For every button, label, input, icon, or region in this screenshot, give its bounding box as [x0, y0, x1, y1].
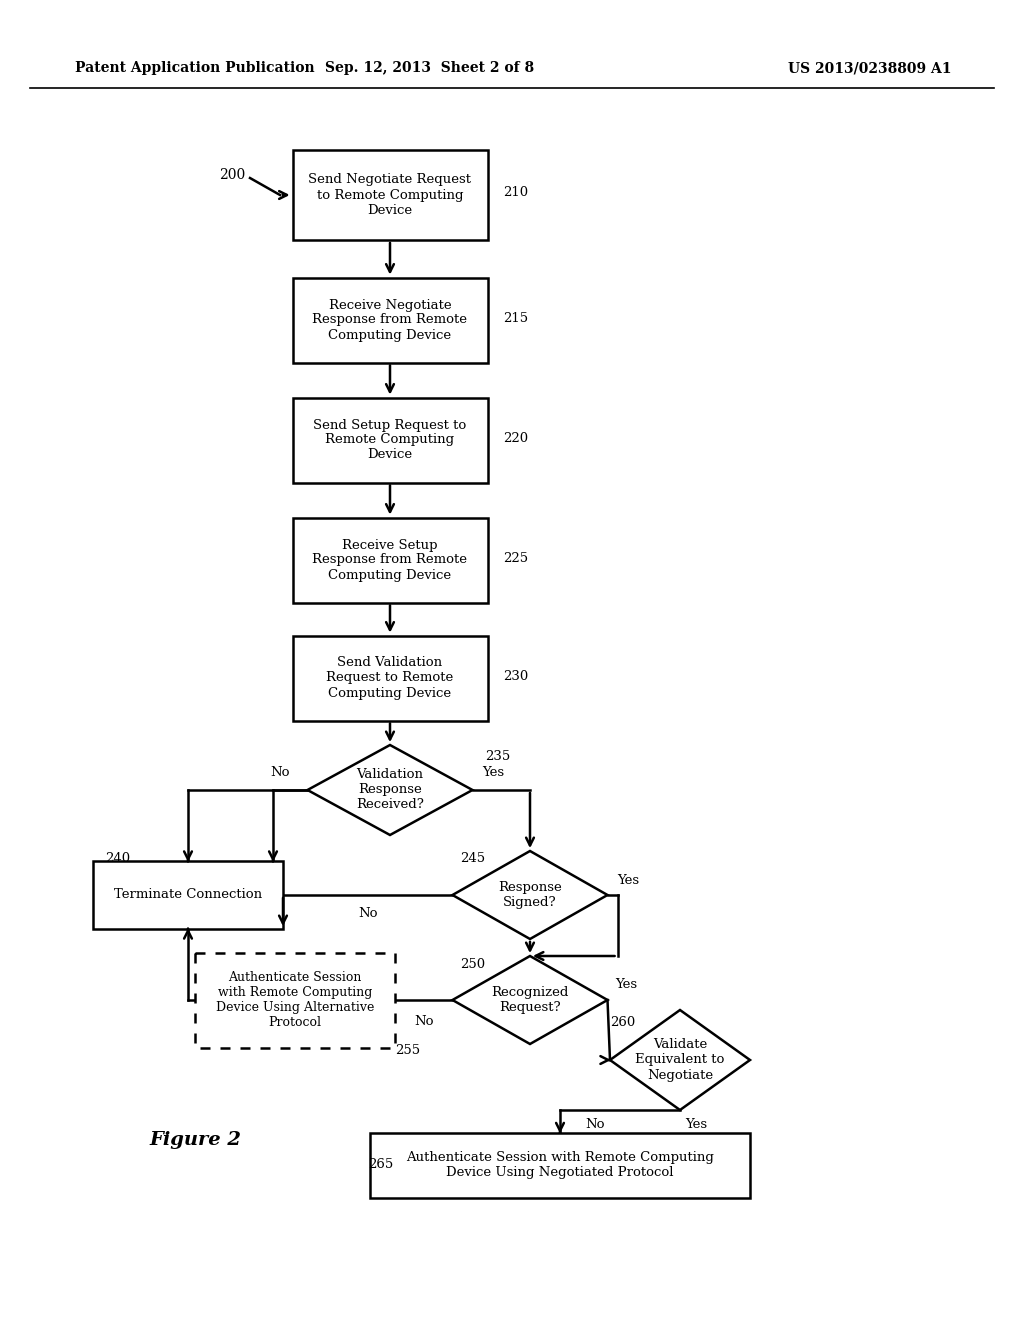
Text: Figure 2: Figure 2: [150, 1131, 241, 1148]
Text: Patent Application Publication: Patent Application Publication: [75, 61, 314, 75]
Text: 250: 250: [460, 958, 485, 972]
Text: Send Validation
Request to Remote
Computing Device: Send Validation Request to Remote Comput…: [327, 656, 454, 700]
Text: 240: 240: [105, 851, 130, 865]
Text: 260: 260: [610, 1015, 635, 1028]
Text: 255: 255: [395, 1044, 420, 1056]
Text: 200: 200: [219, 168, 245, 182]
Text: Sep. 12, 2013  Sheet 2 of 8: Sep. 12, 2013 Sheet 2 of 8: [326, 61, 535, 75]
Text: 230: 230: [503, 669, 528, 682]
Polygon shape: [307, 744, 472, 836]
Text: Send Negotiate Request
to Remote Computing
Device: Send Negotiate Request to Remote Computi…: [308, 173, 471, 216]
Text: 265: 265: [368, 1159, 393, 1172]
Text: 210: 210: [503, 186, 528, 199]
Text: No: No: [270, 766, 290, 779]
Text: No: No: [358, 907, 378, 920]
Text: Receive Setup
Response from Remote
Computing Device: Receive Setup Response from Remote Compu…: [312, 539, 468, 582]
Text: 225: 225: [503, 552, 528, 565]
Text: Validate
Equivalent to
Negotiate: Validate Equivalent to Negotiate: [635, 1039, 725, 1081]
Bar: [293, 150, 487, 240]
Bar: [370, 1133, 750, 1197]
Bar: [293, 635, 487, 721]
Text: 215: 215: [503, 312, 528, 325]
Text: 235: 235: [485, 751, 510, 763]
Bar: [293, 397, 487, 483]
Text: Authenticate Session
with Remote Computing
Device Using Alternative
Protocol: Authenticate Session with Remote Computi…: [216, 972, 374, 1030]
Text: Authenticate Session with Remote Computing
Device Using Negotiated Protocol: Authenticate Session with Remote Computi…: [407, 1151, 714, 1179]
Bar: [195, 953, 395, 1048]
Bar: [93, 861, 283, 929]
Text: 245: 245: [460, 851, 485, 865]
Text: Send Setup Request to
Remote Computing
Device: Send Setup Request to Remote Computing D…: [313, 418, 467, 462]
Text: Yes: Yes: [685, 1118, 708, 1131]
Polygon shape: [453, 851, 607, 939]
Text: Validation
Response
Received?: Validation Response Received?: [356, 768, 424, 812]
Bar: [293, 277, 487, 363]
Text: Yes: Yes: [615, 978, 638, 991]
Bar: [293, 517, 487, 602]
Text: US 2013/0238809 A1: US 2013/0238809 A1: [788, 61, 951, 75]
Text: Yes: Yes: [617, 874, 640, 887]
Text: Terminate Connection: Terminate Connection: [114, 888, 262, 902]
Polygon shape: [610, 1010, 750, 1110]
Text: Response
Signed?: Response Signed?: [498, 880, 562, 909]
Text: Receive Negotiate
Response from Remote
Computing Device: Receive Negotiate Response from Remote C…: [312, 298, 468, 342]
Text: No: No: [414, 1015, 433, 1028]
Polygon shape: [453, 956, 607, 1044]
Text: Recognized
Request?: Recognized Request?: [492, 986, 568, 1014]
Text: Yes: Yes: [482, 766, 505, 779]
Text: No: No: [586, 1118, 605, 1131]
Text: 220: 220: [503, 432, 528, 445]
